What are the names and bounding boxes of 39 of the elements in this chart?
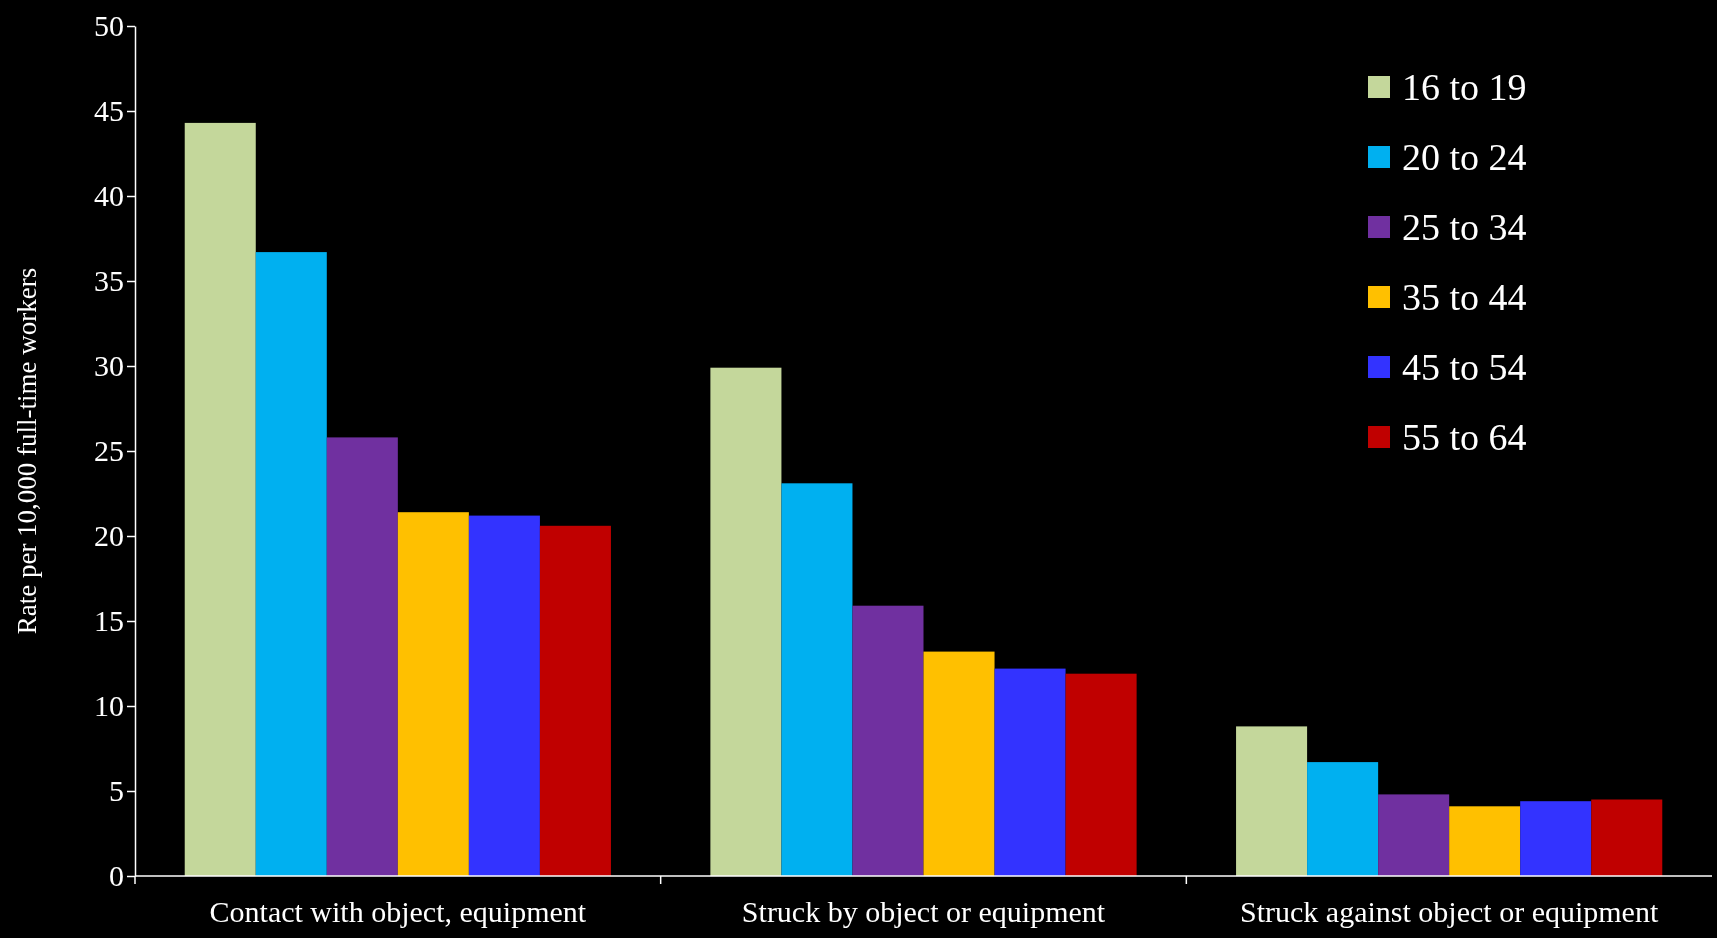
bar — [1520, 801, 1592, 876]
legend-label: 45 to 54 — [1402, 346, 1527, 388]
y-tick-label: 30 — [94, 349, 124, 383]
y-tick-label: 20 — [94, 519, 124, 553]
y-tick-label: 50 — [94, 9, 124, 43]
y-tick-label: 15 — [94, 604, 124, 638]
y-tick-label: 5 — [109, 774, 124, 808]
legend-label: 55 to 64 — [1402, 416, 1527, 458]
bar — [1307, 762, 1379, 876]
y-tick-label: 35 — [94, 264, 124, 298]
bar — [397, 512, 469, 876]
y-tick-label: 25 — [94, 434, 124, 468]
bar — [468, 515, 540, 876]
legend-label: 25 to 34 — [1402, 206, 1527, 248]
legend-label: 35 to 44 — [1402, 276, 1527, 318]
bar — [1065, 673, 1137, 876]
bar — [710, 367, 782, 876]
x-tick-label: Struck by object or equipment — [741, 895, 1106, 928]
bar — [539, 525, 611, 876]
legend-label: 16 to 19 — [1402, 66, 1527, 108]
y-axis-title: Rate per 10,000 full-time workers — [12, 267, 42, 635]
bar — [1378, 794, 1450, 876]
y-tick-label: 40 — [94, 179, 124, 213]
bar — [184, 122, 256, 876]
legend-label: 20 to 24 — [1402, 136, 1527, 178]
y-tick-label: 10 — [94, 689, 124, 723]
bar — [1591, 799, 1663, 876]
bar — [1236, 726, 1308, 876]
bar — [923, 651, 995, 876]
bar — [994, 668, 1066, 876]
bar — [781, 483, 853, 876]
bar — [326, 437, 398, 876]
x-tick-label: Contact with object, equipment — [209, 895, 587, 928]
bar — [852, 605, 924, 876]
y-tick-label: 45 — [94, 94, 124, 128]
bar — [255, 252, 327, 876]
x-tick-label: Struck against object or equipment — [1240, 895, 1659, 928]
bar — [1449, 806, 1521, 876]
y-tick-label: 0 — [109, 859, 124, 893]
